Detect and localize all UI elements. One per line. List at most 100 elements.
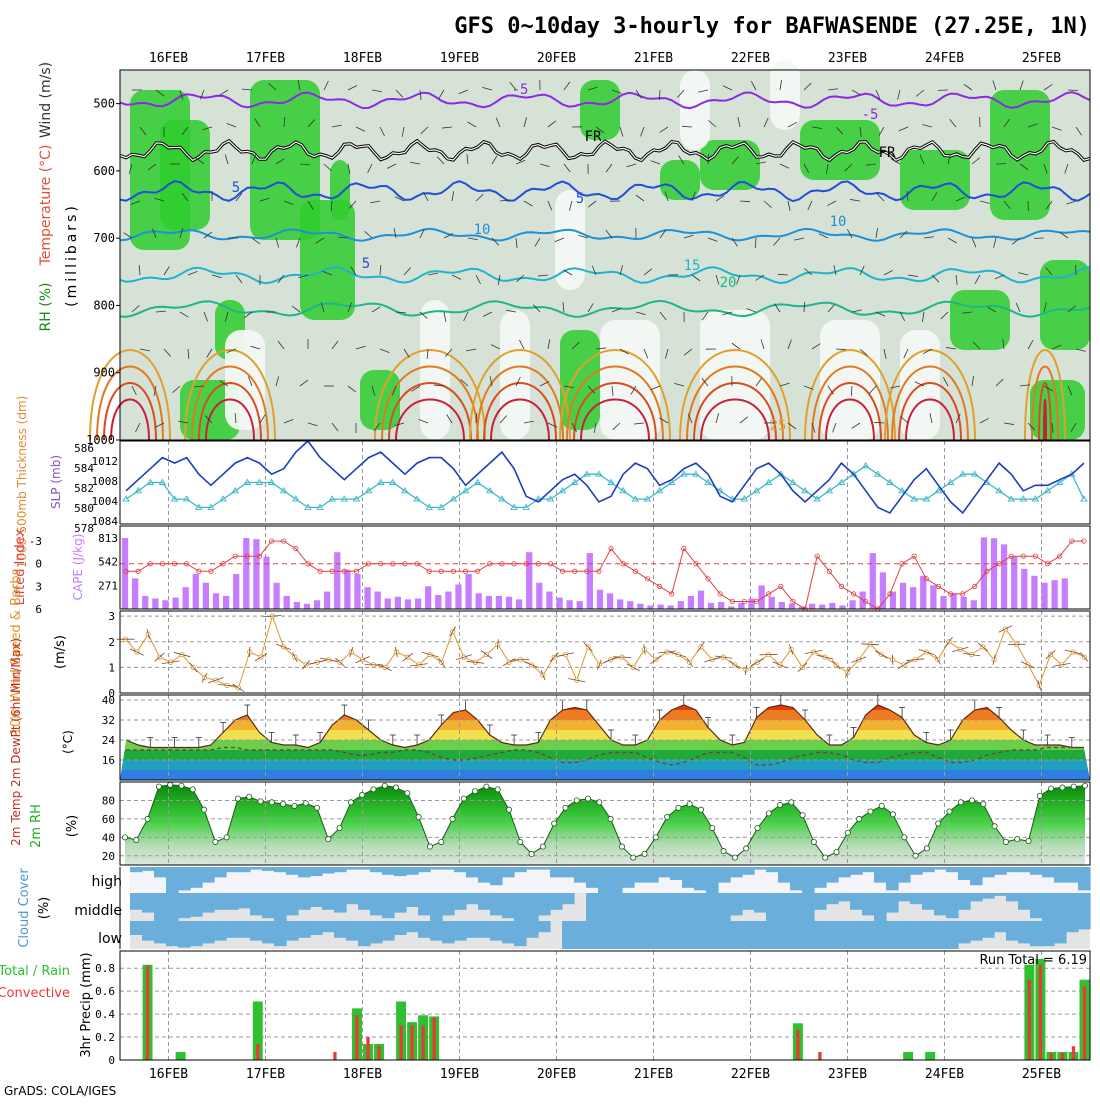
- cloud-bar: [754, 867, 767, 870]
- cape-bar: [334, 552, 340, 609]
- rh2m-point: [405, 790, 410, 795]
- cloud-bar: [1066, 867, 1079, 883]
- cloud-bar: [694, 867, 707, 890]
- rh2m-point: [687, 802, 692, 807]
- cloud-bar: [466, 893, 479, 904]
- cloud-bar: [466, 921, 479, 938]
- cape-bar: [1021, 569, 1027, 609]
- rh2m-point: [631, 855, 636, 860]
- cape-tick-label: 271: [98, 579, 118, 592]
- cloud-bar: [814, 921, 827, 949]
- cloud-bar: [334, 867, 347, 872]
- rh-low-region: [500, 310, 530, 440]
- cloud-bar: [994, 893, 1007, 896]
- cloud-bar: [130, 921, 143, 935]
- cloud-bar: [838, 893, 851, 901]
- temp-tick-label: 40: [102, 694, 115, 707]
- rh-high-region: [990, 90, 1050, 220]
- cloud-bar: [238, 867, 251, 872]
- cape-bar: [1001, 544, 1007, 609]
- contour-label: FR: [879, 145, 896, 161]
- rh2m-point: [427, 844, 432, 849]
- cape-bar: [536, 583, 542, 609]
- cloud-bar: [130, 867, 143, 872]
- cloud-bar: [322, 893, 335, 910]
- cloud-bar: [478, 867, 491, 883]
- date-label-top: 24FEB: [925, 51, 964, 66]
- rh2m-point: [1049, 786, 1054, 791]
- rh2m-point: [416, 814, 421, 819]
- rh2m-point: [292, 803, 297, 808]
- cape-bar: [556, 598, 562, 609]
- cloud-bar: [958, 921, 971, 943]
- cloud-bar: [670, 921, 683, 949]
- precip-conv-bar: [421, 1026, 424, 1060]
- cloud-bar: [898, 921, 911, 949]
- cape-bar: [516, 599, 522, 609]
- cloud-bar: [802, 893, 815, 921]
- cape-bar: [395, 597, 401, 609]
- cloud-bar: [826, 921, 839, 949]
- cape-bar: [486, 596, 492, 609]
- cloud-bar: [538, 921, 551, 932]
- cloud-bar: [910, 921, 923, 949]
- cloud-bar: [766, 867, 779, 872]
- cloud-bar: [922, 921, 935, 949]
- cape-bar: [284, 596, 290, 609]
- panel-bg: [120, 611, 1090, 693]
- cape-bar: [587, 553, 593, 609]
- cape-bar: [769, 597, 775, 609]
- cloud-bar: [166, 867, 179, 893]
- contour-label: FR: [585, 129, 602, 145]
- date-label-top: 16FEB: [149, 51, 188, 66]
- cloud-bar: [646, 921, 659, 949]
- cloud-bar: [1018, 921, 1031, 943]
- cloud-bar: [634, 867, 647, 883]
- cape-bar: [455, 585, 461, 609]
- cloud-bar: [214, 867, 227, 877]
- rh2m-point: [789, 800, 794, 805]
- cloud-bar: [214, 893, 227, 910]
- rh2m-point: [755, 826, 760, 831]
- cape-bar: [526, 552, 532, 609]
- cloud-bar: [250, 921, 263, 941]
- cloud-bar: [274, 921, 287, 946]
- cloud-level-label: low: [98, 931, 122, 947]
- cloud-bar: [154, 921, 167, 943]
- cloud-bar: [478, 921, 491, 938]
- cloud-level-label: high: [91, 874, 122, 890]
- cape-bar: [263, 557, 269, 609]
- cape-bar: [779, 602, 785, 609]
- rh2m-point: [348, 800, 353, 805]
- pressure-tick-label: 900: [93, 366, 115, 380]
- rh2m-point: [269, 800, 274, 805]
- rh2m-point: [845, 830, 850, 835]
- rh2m-point: [619, 844, 624, 849]
- cloud-bar: [766, 893, 779, 921]
- cloud-bar: [1078, 921, 1091, 929]
- cape-bar: [183, 587, 189, 609]
- cloud-bar: [394, 867, 407, 876]
- cloud-bar: [190, 867, 203, 888]
- date-label-bottom: 22FEB: [731, 1067, 770, 1082]
- precip-conv-bar: [399, 1026, 402, 1060]
- upper-ylabel-rh: RH (%): [38, 283, 54, 332]
- rh2m-point: [913, 853, 918, 858]
- cloud-bar: [646, 893, 659, 921]
- cloud-bar: [346, 893, 359, 904]
- rh-units: (%): [65, 815, 80, 838]
- cape-bar: [839, 606, 845, 609]
- cloud-bar: [370, 921, 383, 943]
- cloud-bar: [778, 867, 791, 883]
- cloud-bar: [130, 893, 143, 910]
- cloud-bar: [142, 893, 155, 913]
- rh2m-point: [811, 839, 816, 844]
- precip-ylabel-total: Total / Rain: [0, 964, 70, 979]
- cape-bar: [971, 600, 977, 609]
- date-label-top: 19FEB: [440, 51, 479, 66]
- cloud-bar: [802, 921, 815, 949]
